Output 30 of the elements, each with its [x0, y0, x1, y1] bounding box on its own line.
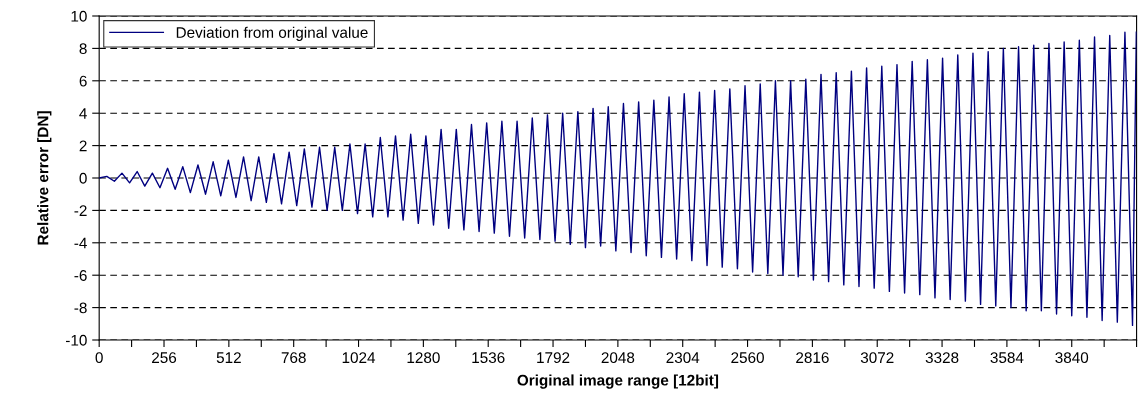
y-tick-label: -6 [74, 270, 87, 281]
x-tick-label: 3072 [860, 352, 894, 364]
legend-label: Deviation from original value [176, 26, 368, 41]
x-tick-label: 512 [216, 352, 241, 364]
x-tick-label: 2560 [731, 352, 764, 364]
x-tick-label: 2048 [601, 352, 635, 364]
x-tick-label: 2816 [796, 352, 829, 364]
y-axis-title: Relative error [DN] [37, 111, 52, 245]
x-tick-label: 2304 [666, 352, 700, 364]
x-axis-title: Original image range [12bit] [517, 374, 719, 389]
y-tick-label: 10 [71, 10, 87, 22]
x-tick-label: 1024 [342, 352, 376, 364]
x-tick-label: 1536 [472, 352, 505, 364]
y-tick-label: -8 [74, 302, 87, 314]
x-tick-label: 3584 [990, 352, 1024, 364]
x-tick-label: 0 [95, 352, 103, 364]
x-tick-label: 256 [152, 352, 177, 364]
y-tick-label: 8 [79, 43, 87, 55]
x-tick-label: 1792 [537, 352, 570, 364]
y-tick-label: -4 [74, 237, 87, 249]
x-tick-label: 1280 [407, 352, 440, 364]
y-tick-label: 6 [79, 75, 87, 87]
y-tick-label: -10 [65, 334, 87, 346]
y-tick-label: 0 [79, 172, 87, 184]
y-tick-label: -2 [74, 205, 87, 216]
y-tick-label: 2 [79, 140, 87, 152]
x-tick-label: 3328 [925, 352, 959, 364]
y-tick-label: 4 [79, 108, 87, 119]
x-tick-label: 3840 [1055, 352, 1089, 364]
x-tick-label: 768 [281, 352, 306, 364]
